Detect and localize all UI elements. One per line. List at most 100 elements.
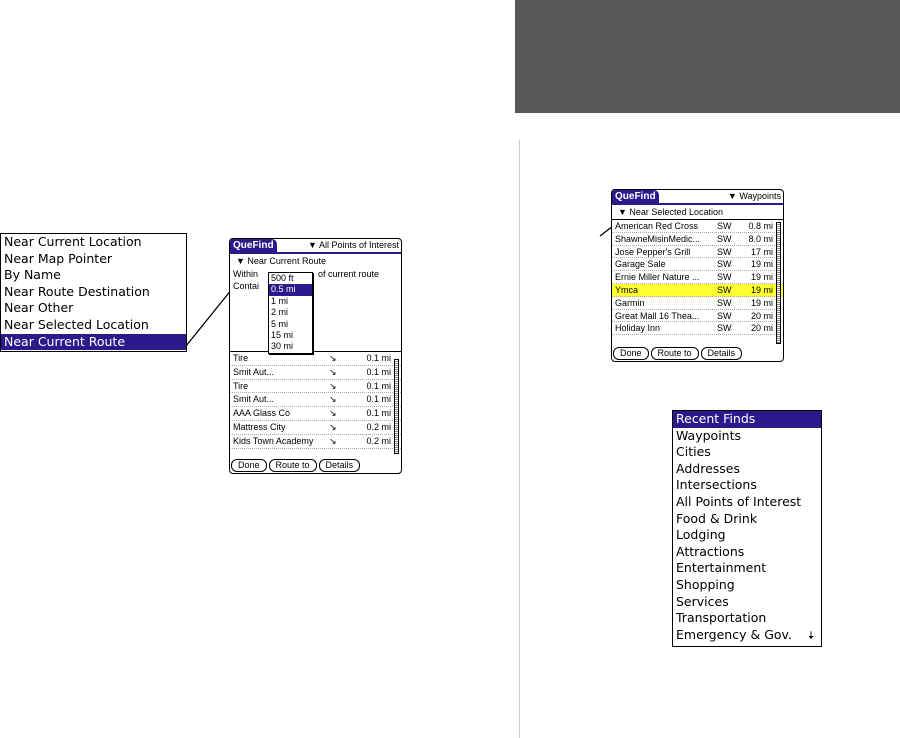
menu-item[interactable]: Services [676, 593, 729, 609]
menu-item[interactable]: Shopping [676, 576, 735, 592]
menu-item[interactable]: Transportation [676, 610, 767, 626]
item-distance: 0.1 mi [366, 366, 391, 377]
menu-item[interactable]: Near Map Pointer [4, 250, 113, 266]
direction-arrow-icon: ↘ [329, 366, 337, 377]
list-item[interactable]: Ymca SW 19 mi [612, 283, 783, 297]
item-name: Garmin [615, 297, 645, 308]
menu-item[interactable]: Emergency & Gov. [676, 626, 792, 642]
item-direction: SW [717, 310, 732, 321]
within-label: Within [233, 269, 259, 279]
distance-option[interactable]: 5 mi [271, 318, 289, 329]
menu-item[interactable]: Near Other [4, 300, 74, 316]
item-distance: 0.8 mi [748, 221, 773, 231]
search-method-dropdown[interactable]: ▼ Near Selected Location [612, 205, 783, 220]
list-item[interactable]: Smit Aut... ↘ 0.1 mi [230, 366, 401, 380]
item-distance: 19 mi [750, 284, 773, 295]
distance-option[interactable]: 2 mi [271, 307, 289, 318]
item-distance: 20 mi [750, 323, 773, 334]
distance-dropdown[interactable]: 500 ft 0.5 mi 1 mi 2 mi 5 mi 15 mi 30 mi [268, 272, 313, 354]
list-item[interactable]: ShawneMisinMedic... SW 8.0 mi [612, 233, 783, 246]
item-name: Kids Town Academy [233, 435, 314, 446]
details-button[interactable]: Details [318, 459, 361, 472]
menu-item[interactable]: Cities [676, 444, 711, 460]
menu-item[interactable]: Waypoints [676, 427, 742, 443]
item-name: AAA Glass Co [233, 408, 291, 419]
menu-item[interactable]: Near Route Destination [4, 283, 150, 299]
list-item[interactable]: Mattress City ↘ 0.2 mi [230, 421, 401, 435]
item-distance: 0.1 mi [366, 394, 391, 405]
menu-item[interactable]: Entertainment [676, 560, 767, 576]
category-menu[interactable]: Recent Finds Waypoints Cities Addresses Inte… [672, 410, 822, 647]
category-dropdown[interactable]: ▼ Waypoints [727, 191, 781, 201]
menu-item[interactable]: Attractions [676, 543, 745, 559]
list-item[interactable]: Jose Pepper's Grill SW 17 mi [612, 246, 783, 259]
column-divider [519, 140, 520, 738]
item-name: Ymca [615, 284, 639, 295]
item-distance: 19 mi [750, 297, 773, 308]
item-distance: 19 mi [750, 272, 773, 283]
item-name: Mattress City [233, 421, 286, 432]
item-name: Great Mall 16 Thea... [615, 310, 700, 321]
section-header-block [515, 0, 900, 113]
list-item[interactable]: Garmin SW 19 mi [612, 297, 783, 310]
distance-option[interactable]: 500 ft [271, 273, 294, 283]
list-item[interactable]: Kids Town Academy ↘ 0.2 mi [230, 435, 401, 449]
list-item[interactable]: Tire ↘ 0.1 mi [230, 352, 401, 366]
menu-item[interactable]: Recent Finds [673, 411, 821, 428]
list-item[interactable]: Holiday Inn SW 20 mi [612, 322, 783, 336]
item-name: Garage Sale [615, 259, 666, 270]
search-method-dropdown[interactable]: ▼ Near Current Route [236, 256, 326, 266]
done-button[interactable]: Done [613, 347, 649, 360]
item-name: American Red Cross [615, 221, 699, 231]
distance-option[interactable]: 0.5 mi [269, 284, 312, 296]
details-button[interactable]: Details [700, 347, 743, 360]
menu-item[interactable]: Near Current Location [4, 234, 142, 249]
menu-item[interactable]: Food & Drink [676, 510, 758, 526]
list-item[interactable]: Ernie Miller Nature ... SW 19 mi [612, 271, 783, 284]
distance-option[interactable]: 1 mi [271, 295, 289, 306]
list-item[interactable]: Garage Sale SW 19 mi [612, 258, 783, 272]
item-distance: 0.1 mi [366, 408, 391, 419]
item-direction: SW [717, 246, 732, 257]
contains-label: Contai [233, 281, 260, 291]
menu-item[interactable]: Near Current Route [1, 333, 186, 351]
list-item[interactable]: Great Mall 16 Thea... SW 20 mi [612, 310, 783, 323]
scrollbar[interactable] [394, 359, 399, 454]
distance-option[interactable]: 15 mi [271, 330, 294, 341]
list-item[interactable]: Smit Aut... ↘ 0.1 mi [230, 393, 401, 408]
menu-item[interactable]: Addresses [676, 460, 740, 476]
route-to-button[interactable]: Route to [650, 347, 699, 360]
menu-item[interactable]: All Points of Interest [676, 493, 802, 509]
scroll-down-arrow-icon[interactable]: 🠇 [808, 629, 815, 642]
list-item[interactable]: AAA Glass Co ↘ 0.1 mi [230, 407, 401, 421]
search-method-value: Near Selected Location [629, 207, 723, 217]
category-value: All Points of Interest [318, 240, 399, 250]
search-method-value: Near Current Route [247, 256, 326, 266]
list-item[interactable]: American Red Cross SW 0.8 mi [612, 220, 783, 233]
item-name: Ernie Miller Nature ... [615, 272, 700, 283]
menu-item[interactable]: Near Selected Location [4, 316, 149, 332]
search-method-menu[interactable]: Near Current Location Near Map Pointer By … [0, 233, 187, 352]
list-item[interactable]: Tire ↘ 0.1 mi [230, 380, 401, 394]
menu-item[interactable]: By Name [4, 267, 61, 283]
direction-arrow-icon: ↘ [329, 435, 337, 446]
item-name: Holiday Inn [615, 323, 661, 334]
direction-arrow-icon: ↘ [329, 408, 337, 419]
category-dropdown[interactable]: ▼ All Points of Interest [308, 240, 399, 250]
dropdown-spacer [230, 292, 401, 352]
direction-arrow-icon: ↘ [329, 394, 337, 405]
route-to-button[interactable]: Route to [268, 459, 317, 472]
item-direction: SW [717, 297, 732, 308]
distance-option[interactable]: 30 mi [271, 341, 294, 352]
quefind-screen-left: QueFind ▼ All Points of Interest ▼ Near … [229, 238, 402, 474]
scrollbar[interactable] [776, 222, 781, 344]
within-suffix: of current route [318, 269, 380, 279]
menu-item[interactable]: Intersections [676, 477, 757, 493]
item-distance: 8.0 mi [748, 233, 773, 244]
item-distance: 19 mi [750, 259, 773, 270]
menu-item[interactable]: Lodging [676, 527, 726, 543]
item-name: Smit Aut... [233, 394, 275, 405]
done-button[interactable]: Done [231, 459, 267, 472]
item-direction: SW [717, 259, 732, 270]
item-name: ShawneMisinMedic... [615, 233, 701, 244]
